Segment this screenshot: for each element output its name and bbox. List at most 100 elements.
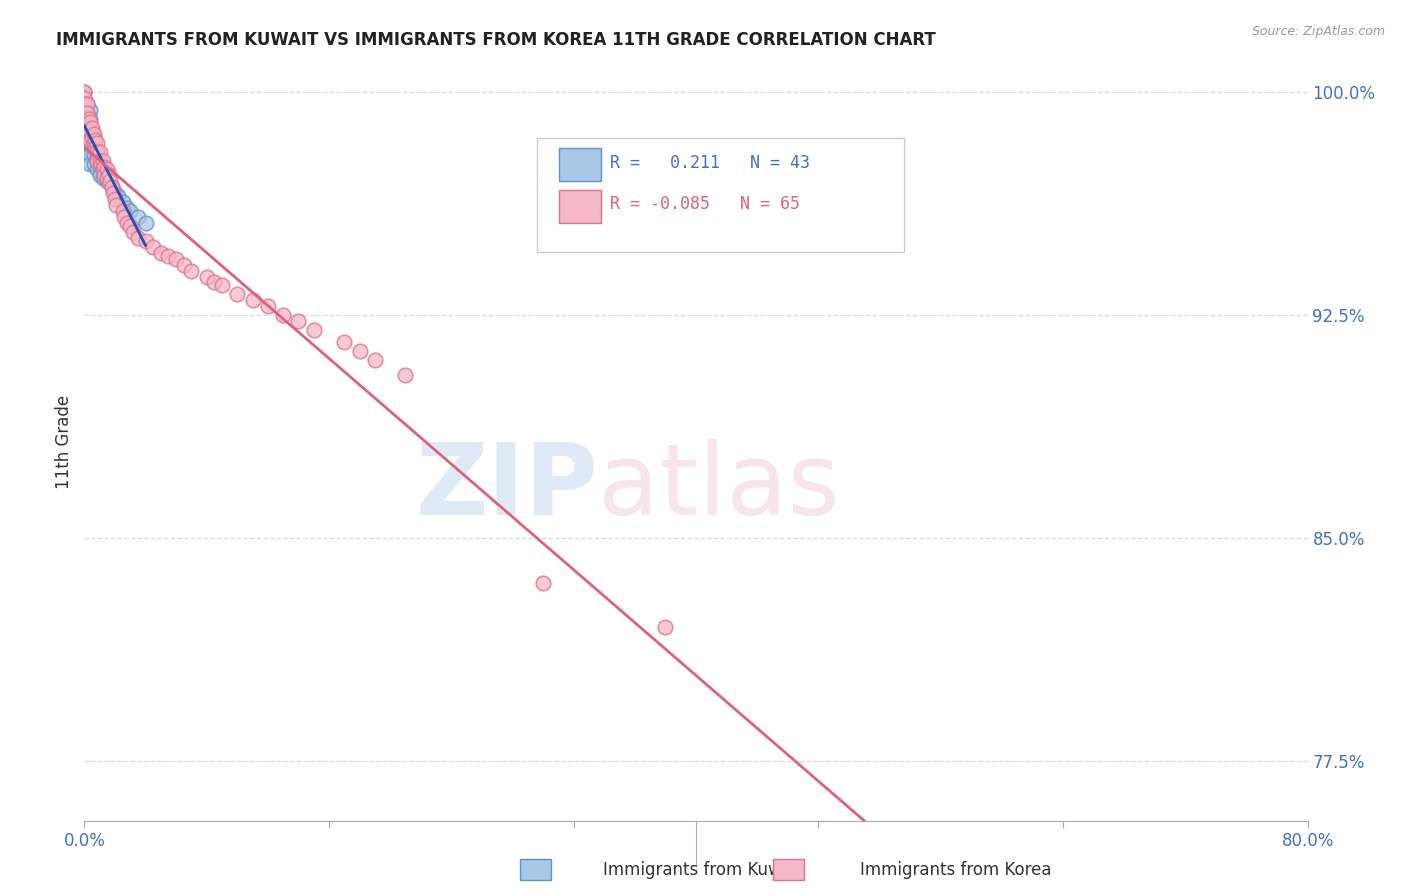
Point — [83, 129, 105, 144]
Point — [91, 162, 114, 177]
Point — [394, 368, 416, 382]
Point — [76, 133, 98, 147]
Point — [75, 97, 97, 112]
Point — [83, 136, 105, 150]
Point — [86, 153, 108, 168]
Point — [83, 138, 105, 153]
Point — [77, 120, 100, 135]
Point — [80, 120, 103, 135]
Point — [83, 127, 105, 141]
Point — [79, 147, 101, 161]
Point — [654, 620, 676, 634]
Point — [142, 240, 165, 254]
Point — [120, 204, 142, 219]
Point — [271, 308, 294, 322]
Point — [115, 201, 138, 215]
FancyBboxPatch shape — [560, 148, 600, 181]
Point — [101, 180, 124, 194]
Point — [103, 186, 125, 201]
Point — [105, 198, 128, 212]
Point — [79, 124, 101, 138]
Point — [80, 129, 103, 144]
Point — [83, 147, 105, 161]
Text: ZIP: ZIP — [415, 439, 598, 535]
Point — [77, 112, 100, 126]
Point — [202, 276, 225, 290]
Point — [73, 85, 96, 99]
Point — [73, 133, 96, 147]
Point — [364, 352, 387, 367]
Point — [104, 192, 127, 206]
Point — [111, 204, 134, 219]
Point — [349, 343, 371, 358]
FancyBboxPatch shape — [537, 138, 904, 252]
Point — [120, 219, 142, 233]
Point — [211, 278, 233, 293]
Point — [75, 106, 97, 120]
Point — [76, 115, 98, 129]
Point — [287, 314, 309, 328]
Point — [84, 142, 107, 156]
Point — [98, 174, 121, 188]
Point — [90, 156, 112, 170]
Point — [107, 189, 129, 203]
Point — [76, 115, 98, 129]
Point — [531, 575, 554, 590]
Text: Immigrants from Korea: Immigrants from Korea — [860, 861, 1052, 879]
Point — [91, 171, 114, 186]
Text: IMMIGRANTS FROM KUWAIT VS IMMIGRANTS FROM KOREA 11TH GRADE CORRELATION CHART: IMMIGRANTS FROM KUWAIT VS IMMIGRANTS FRO… — [56, 31, 936, 49]
Point — [77, 129, 100, 144]
Point — [135, 234, 157, 248]
FancyBboxPatch shape — [560, 190, 600, 223]
Point — [115, 216, 138, 230]
Point — [89, 153, 111, 168]
Point — [165, 252, 187, 266]
Point — [73, 91, 96, 105]
Point — [76, 97, 98, 112]
Point — [101, 180, 124, 194]
Text: Source: ZipAtlas.com: Source: ZipAtlas.com — [1251, 25, 1385, 38]
Point — [86, 145, 108, 159]
Point — [91, 153, 114, 168]
Point — [180, 263, 202, 277]
Point — [73, 97, 96, 112]
Point — [79, 129, 101, 144]
Point — [135, 216, 157, 230]
Point — [122, 225, 145, 239]
Point — [173, 258, 195, 272]
Text: R =   0.211   N = 43: R = 0.211 N = 43 — [610, 153, 810, 171]
Point — [76, 97, 98, 112]
Point — [83, 156, 105, 170]
Point — [96, 171, 118, 186]
Point — [302, 323, 325, 337]
Point — [84, 133, 107, 147]
Point — [127, 231, 149, 245]
Point — [96, 174, 118, 188]
Point — [89, 145, 111, 159]
Point — [242, 293, 264, 308]
Point — [73, 120, 96, 135]
Point — [73, 91, 96, 105]
Text: R = -0.085   N = 65: R = -0.085 N = 65 — [610, 195, 800, 213]
Point — [86, 162, 108, 177]
Point — [79, 115, 101, 129]
Point — [79, 120, 101, 135]
Point — [79, 112, 101, 126]
Point — [79, 138, 101, 153]
Point — [73, 109, 96, 123]
Point — [93, 160, 115, 174]
Point — [127, 210, 149, 224]
Point — [96, 162, 118, 177]
Point — [333, 334, 356, 349]
Point — [76, 106, 98, 120]
Point — [226, 287, 249, 301]
Text: Immigrants from Kuwait: Immigrants from Kuwait — [603, 861, 803, 879]
Point — [104, 186, 127, 201]
Point — [97, 169, 120, 183]
Point — [86, 145, 108, 159]
Point — [195, 269, 218, 284]
Point — [79, 103, 101, 117]
Point — [111, 195, 134, 210]
Point — [89, 169, 111, 183]
Point — [76, 124, 98, 138]
